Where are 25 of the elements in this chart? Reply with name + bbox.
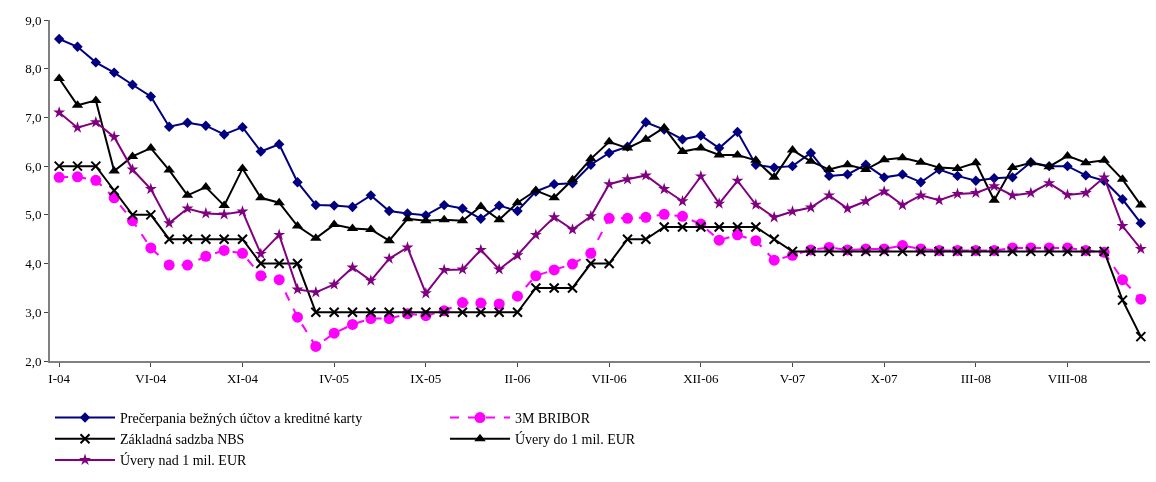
- legend-label: Základná sadzba NBS: [120, 432, 245, 448]
- x-tick-label: IX-05: [410, 370, 442, 386]
- x-tick-label: VIII-08: [1047, 370, 1088, 386]
- legend-label: Prečerpania bežných účtov a kreditné karty: [120, 410, 363, 426]
- x-tick-label: V-07: [779, 370, 806, 386]
- x-tick-label: II-06: [504, 370, 531, 386]
- x-tick-label: III-08: [960, 370, 991, 386]
- y-tick-label: 5,0: [25, 207, 42, 223]
- y-tick-label: 9,0: [25, 12, 42, 28]
- legend-label: Úvery nad 1 mil. EUR: [120, 452, 248, 469]
- y-tick-label: 4,0: [25, 256, 42, 272]
- y-tick-label: 6,0: [25, 158, 42, 174]
- x-tick-label: IV-05: [319, 370, 350, 386]
- x-tick-label: XI-04: [226, 370, 259, 386]
- y-tick-label: 3,0: [25, 304, 42, 320]
- x-tick-label: I-04: [48, 370, 71, 386]
- x-tick-label: X-07: [870, 370, 899, 386]
- x-tick-label: VII-06: [591, 370, 628, 386]
- y-tick-label: 7,0: [25, 109, 42, 125]
- legend-label: 3M BRIBOR: [515, 410, 591, 426]
- y-tick-label: 8,0: [25, 61, 42, 77]
- legend-label: Úvery do 1 mil. EUR: [515, 431, 636, 448]
- y-tick-label: 2,0: [25, 353, 42, 369]
- x-tick-label: XII-06: [683, 370, 720, 386]
- x-tick-label: VI-04: [135, 370, 167, 386]
